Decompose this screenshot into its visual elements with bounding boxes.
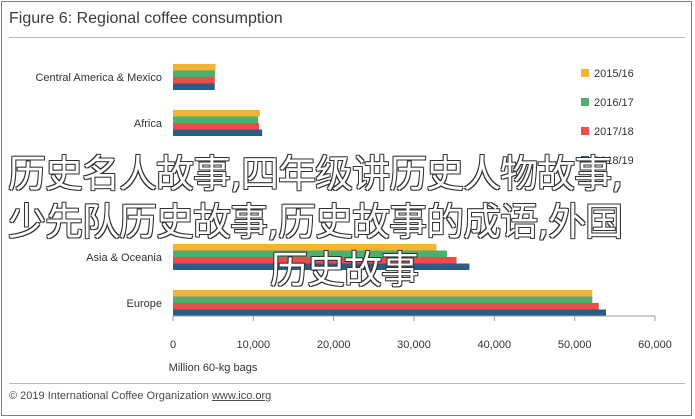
legend-swatch — [581, 69, 589, 77]
bar — [173, 110, 260, 117]
bar — [173, 116, 259, 123]
legend-label: 2018/19 — [594, 155, 634, 167]
bar — [173, 303, 599, 310]
footer-credit: © 2019 International Coffee Organization… — [9, 390, 271, 402]
bar — [173, 244, 437, 251]
x-axis-label: Million 60-kg bags — [169, 362, 258, 374]
legend-swatch — [581, 156, 589, 164]
bar — [173, 309, 606, 316]
x-tick-label: 50,000 — [558, 339, 592, 351]
bar — [173, 77, 215, 84]
watermark-overlay-text: 历史名人故事,四年级讲历史人物故事, 少先队历史故事,历史故事的成语,外国 历史… — [8, 150, 688, 294]
bar — [173, 123, 259, 130]
legend-swatch — [581, 127, 589, 135]
footer-link[interactable]: www.ico.org — [211, 390, 272, 402]
bar — [173, 64, 216, 71]
x-tick-label: 40,000 — [478, 339, 512, 351]
category-label: Europe — [127, 298, 162, 310]
overlay-line-3: 历史故事 — [270, 248, 419, 292]
overlay-line-1: 历史名人故事,四年级讲历史人物故事, — [8, 152, 623, 196]
bar — [173, 250, 447, 257]
bar — [173, 290, 593, 297]
bar — [173, 83, 215, 90]
bar — [173, 263, 470, 270]
footer-text: © 2019 International Coffee Organization — [9, 390, 212, 402]
bar — [173, 129, 263, 136]
x-tick-label: 10,000 — [237, 339, 271, 351]
chart-title: Figure 6: Regional coffee consumption — [9, 10, 283, 27]
bar — [173, 70, 216, 77]
legend: 2015/16 2016/17 2017/18 2018/19 — [581, 68, 634, 167]
category-label: Central America & Mexico — [35, 72, 162, 84]
category-labels: Central America & Mexico Africa Asia & Oce… — [35, 72, 162, 310]
legend-swatch — [581, 98, 589, 106]
overlay-line-2: 少先队历史故事,历史故事的成语,外国 — [8, 200, 623, 244]
x-axis-ticks: 0 10,000 20,000 30,000 40,000 50,000 60,000 — [170, 316, 672, 351]
x-tick-label: 0 — [170, 339, 176, 351]
x-tick-label: 30,000 — [397, 339, 431, 351]
category-label: Africa — [134, 118, 163, 130]
bar — [173, 296, 593, 303]
x-tick-label: 20,000 — [317, 339, 351, 351]
bar-marks — [173, 64, 606, 316]
footer-divider — [9, 383, 685, 384]
bar — [173, 257, 457, 264]
legend-label: 2017/18 — [594, 126, 634, 138]
x-tick-label: 60,000 — [638, 339, 672, 351]
legend-label: 2015/16 — [594, 68, 634, 80]
legend-label: 2016/17 — [594, 97, 634, 109]
title-divider — [9, 37, 685, 38]
category-label: Asia & Oceania — [86, 252, 163, 264]
